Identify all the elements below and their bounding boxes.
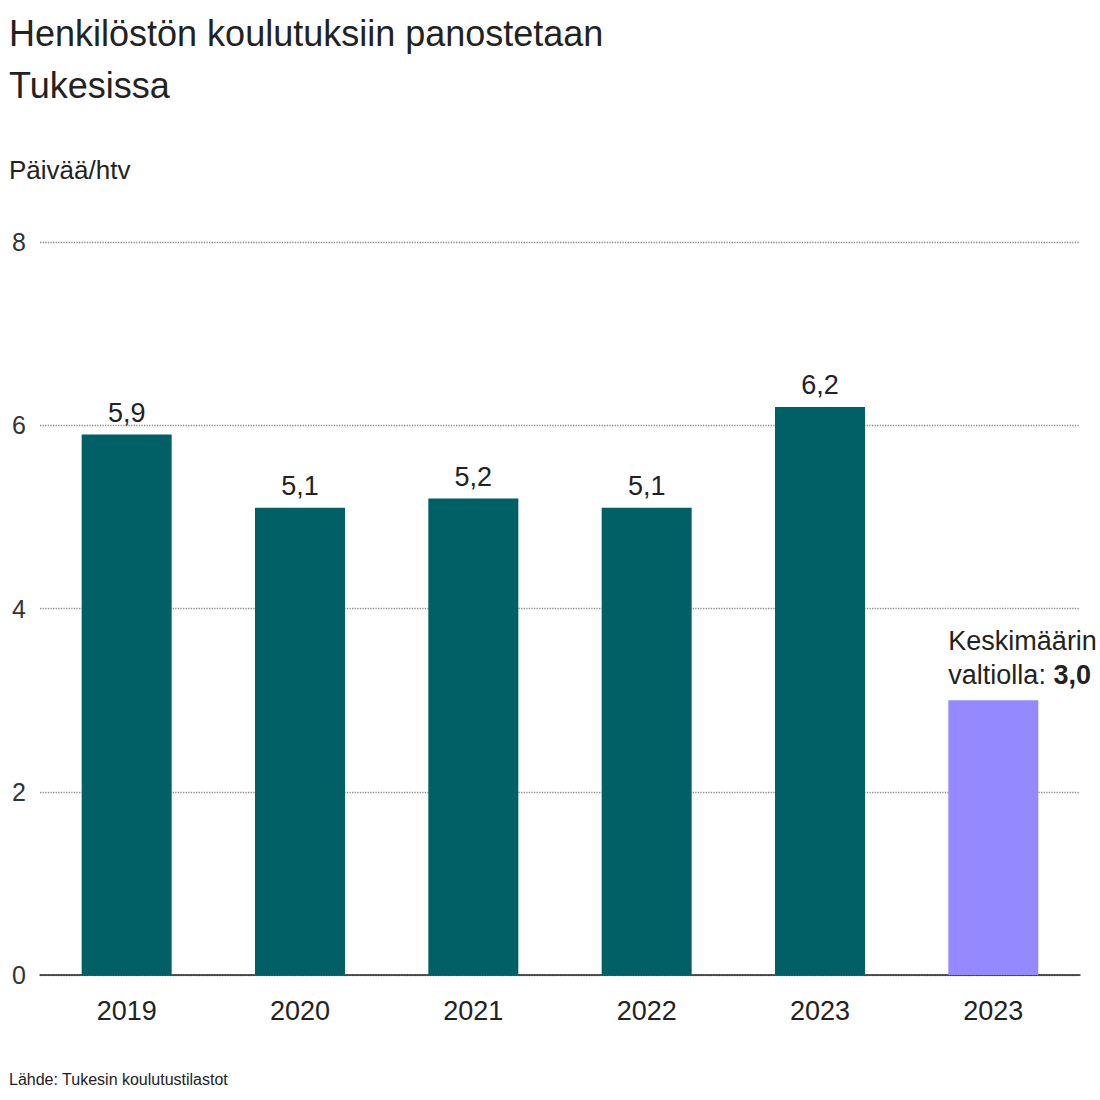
svg-text:5,2: 5,2 bbox=[455, 462, 493, 492]
svg-text:2021: 2021 bbox=[443, 996, 503, 1026]
svg-text:5,1: 5,1 bbox=[281, 471, 319, 501]
svg-text:2019: 2019 bbox=[97, 996, 157, 1026]
svg-text:Tukesissa: Tukesissa bbox=[9, 65, 171, 106]
svg-text:4: 4 bbox=[12, 595, 26, 623]
svg-text:5,9: 5,9 bbox=[108, 398, 146, 428]
svg-text:2022: 2022 bbox=[617, 996, 677, 1026]
svg-text:2023: 2023 bbox=[963, 996, 1023, 1026]
svg-text:Keskimäärin: Keskimäärin bbox=[948, 626, 1097, 656]
svg-text:2020: 2020 bbox=[270, 996, 330, 1026]
svg-text:0: 0 bbox=[12, 961, 26, 989]
svg-text:5,1: 5,1 bbox=[628, 471, 666, 501]
svg-text:Päivää/htv: Päivää/htv bbox=[9, 155, 130, 185]
svg-text:valtiolla:: valtiolla: bbox=[948, 660, 1053, 690]
svg-text:2: 2 bbox=[12, 778, 26, 806]
svg-text:3,0: 3,0 bbox=[1053, 660, 1091, 690]
svg-text:6: 6 bbox=[12, 411, 26, 439]
svg-text:6,2: 6,2 bbox=[801, 370, 839, 400]
svg-text:Henkilöstön koulutuksiin panos: Henkilöstön koulutuksiin panostetaan bbox=[9, 13, 613, 54]
svg-text:8: 8 bbox=[12, 228, 26, 256]
svg-text:Lähde: Tukesin koulutustilasto: Lähde: Tukesin koulutustilastot bbox=[9, 1071, 228, 1088]
svg-text:2023: 2023 bbox=[790, 996, 850, 1026]
